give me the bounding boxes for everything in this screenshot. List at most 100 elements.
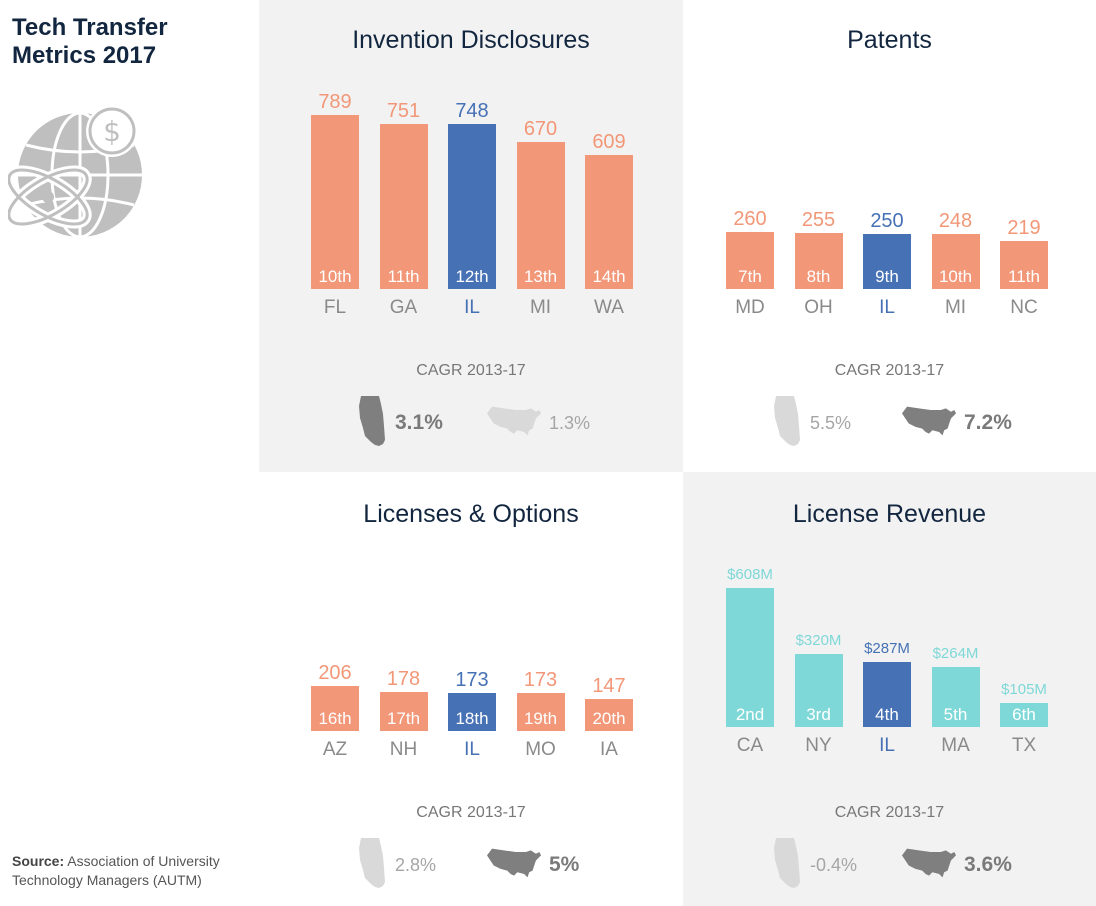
- us-map-icon-shape: [487, 406, 541, 436]
- category-label-mi: MI: [529, 297, 552, 318]
- cagr-label: CAGR 2013-17: [416, 804, 526, 821]
- bar-value-md: 260: [733, 207, 767, 230]
- cagr-value-illinois: 3.1%: [395, 411, 443, 434]
- category-label-il: IL: [879, 297, 895, 318]
- category-label-ga: GA: [389, 297, 418, 318]
- bar-rank-il: 12th: [455, 267, 489, 286]
- bar-mo: [516, 692, 565, 731]
- chart-patents: Patents 260 7th MD 255 8th OH 250 9th IL 248 10th MI…: [683, 0, 1096, 472]
- category-label-fl: FL: [323, 297, 347, 318]
- category-label-wa: WA: [594, 297, 624, 318]
- cagr-label: CAGR 2013-17: [834, 362, 945, 379]
- cagr-label: CAGR 2013-17: [416, 362, 526, 379]
- bar-value-ia: 147: [592, 674, 626, 697]
- bar-rank-az: 16th: [318, 709, 352, 728]
- category-label-ma: MA: [941, 735, 970, 756]
- category-label-ny: NY: [805, 735, 832, 756]
- cagr-value-us: 3.6%: [964, 853, 1012, 876]
- bar-rank-wa: 14th: [592, 267, 626, 286]
- category-label-mo: MO: [525, 739, 556, 760]
- bar-value-oh: 255: [801, 208, 836, 231]
- chart-title: Patents: [847, 26, 932, 54]
- bar-value-nh: 178: [386, 667, 421, 690]
- illinois-map-icon: [774, 838, 800, 888]
- us-map-icon: [487, 406, 541, 436]
- bar-md: [726, 231, 774, 289]
- bar-value-mo: 173: [523, 668, 558, 691]
- bar-value-il: $287M: [864, 639, 910, 657]
- source-note: Source: Association of University Techno…: [12, 852, 220, 890]
- bar-il: [448, 124, 496, 289]
- cagr-value-us: 5%: [549, 853, 580, 876]
- bar-rank-nh: 17th: [386, 709, 421, 728]
- cagr-value-illinois: 5.5%: [810, 413, 852, 433]
- bar-rank-fl: 10th: [318, 267, 352, 286]
- illinois-map-icon-shape: [359, 838, 385, 888]
- chart-license-revenue: License Revenue $608M 2nd CA $320M 3rd NY $287M…: [683, 472, 1096, 906]
- chart-title: Invention Disclosures: [352, 26, 590, 54]
- category-label-mi: MI: [944, 297, 967, 318]
- illinois-map-icon-shape: [359, 396, 385, 446]
- bar-rank-ga: 11th: [387, 267, 420, 286]
- category-label-il: IL: [879, 735, 895, 756]
- bar-value-mi: 670: [523, 117, 558, 140]
- us-map-icon-shape: [902, 406, 956, 436]
- category-label-il: IL: [464, 297, 480, 318]
- bar-value-mi: 248: [938, 210, 973, 233]
- bar-value-il: 748: [455, 100, 489, 123]
- category-label-nh: NH: [389, 739, 418, 760]
- cagr-value-illinois: 2.8%: [395, 855, 437, 875]
- category-label-ca: CA: [736, 735, 764, 756]
- bar-ga: [379, 123, 428, 289]
- bar-rank-il: 18th: [455, 709, 489, 728]
- bar-ny: [794, 654, 843, 727]
- category-label-tx: TX: [1011, 735, 1037, 756]
- bar-il: [863, 661, 911, 727]
- bar-value-ga: 751: [386, 99, 421, 122]
- bar-wa: [585, 155, 633, 289]
- category-label-ia: IA: [600, 739, 618, 760]
- cagr-label: CAGR 2013-17: [834, 804, 945, 821]
- bar-rank-md: 7th: [738, 267, 762, 286]
- bar-rank-ny: 3rd: [806, 705, 831, 724]
- page-title-line1: Tech Transfer: [12, 14, 168, 41]
- us-map-icon: [487, 848, 541, 878]
- bar-ia: [585, 698, 633, 731]
- category-label-md: MD: [735, 297, 765, 318]
- bar-value-wa: 609: [592, 131, 626, 154]
- bar-rank-oh: 8th: [806, 267, 831, 286]
- chart-title: Licenses & Options: [363, 500, 579, 528]
- bar-mi: [931, 234, 980, 289]
- category-label-az: AZ: [322, 739, 348, 760]
- chart-invention-disclosures: Invention Disclosures 789 10th FL 751 11th GA 7…: [259, 0, 683, 472]
- us-map-icon: [902, 848, 956, 878]
- bar-rank-ma: 5th: [943, 705, 968, 724]
- us-map-icon-shape: [902, 848, 956, 878]
- illinois-map-icon: [359, 838, 385, 888]
- bar-value-ca: $608M: [727, 566, 773, 584]
- chart-licenses-options: Licenses & Options 206 16th AZ 178 17th NH 173 1…: [259, 472, 683, 906]
- illinois-map-icon: [359, 396, 385, 446]
- bar-rank-tx: 6th: [1012, 705, 1036, 724]
- cagr-value-us: 1.3%: [549, 413, 591, 433]
- us-map-icon: [902, 406, 956, 436]
- us-map-icon-shape: [487, 848, 541, 878]
- bar-mi: [516, 141, 565, 289]
- bar-rank-il: 4th: [875, 705, 899, 724]
- source-line2: Technology Managers (AUTM): [12, 872, 202, 888]
- bar-value-il: 250: [870, 210, 904, 232]
- globe-atom-dollar-icon: $: [8, 105, 142, 239]
- bar-rank-il: 9th: [875, 267, 899, 286]
- svg-text:$: $: [103, 115, 121, 148]
- page-title: Tech Transfer Metrics 2017: [12, 14, 168, 70]
- bar-fl: [311, 115, 359, 289]
- bar-ca: [726, 588, 774, 727]
- bar-rank-nc: 11th: [1008, 267, 1040, 286]
- bar-rank-mi: 13th: [523, 267, 558, 286]
- bar-rank-mo: 19th: [523, 709, 558, 728]
- bar-az: [311, 685, 359, 731]
- bar-rank-ia: 20th: [592, 709, 626, 728]
- illinois-map-icon-shape: [774, 838, 800, 888]
- bar-oh: [794, 232, 843, 289]
- bar-ma: [931, 666, 980, 727]
